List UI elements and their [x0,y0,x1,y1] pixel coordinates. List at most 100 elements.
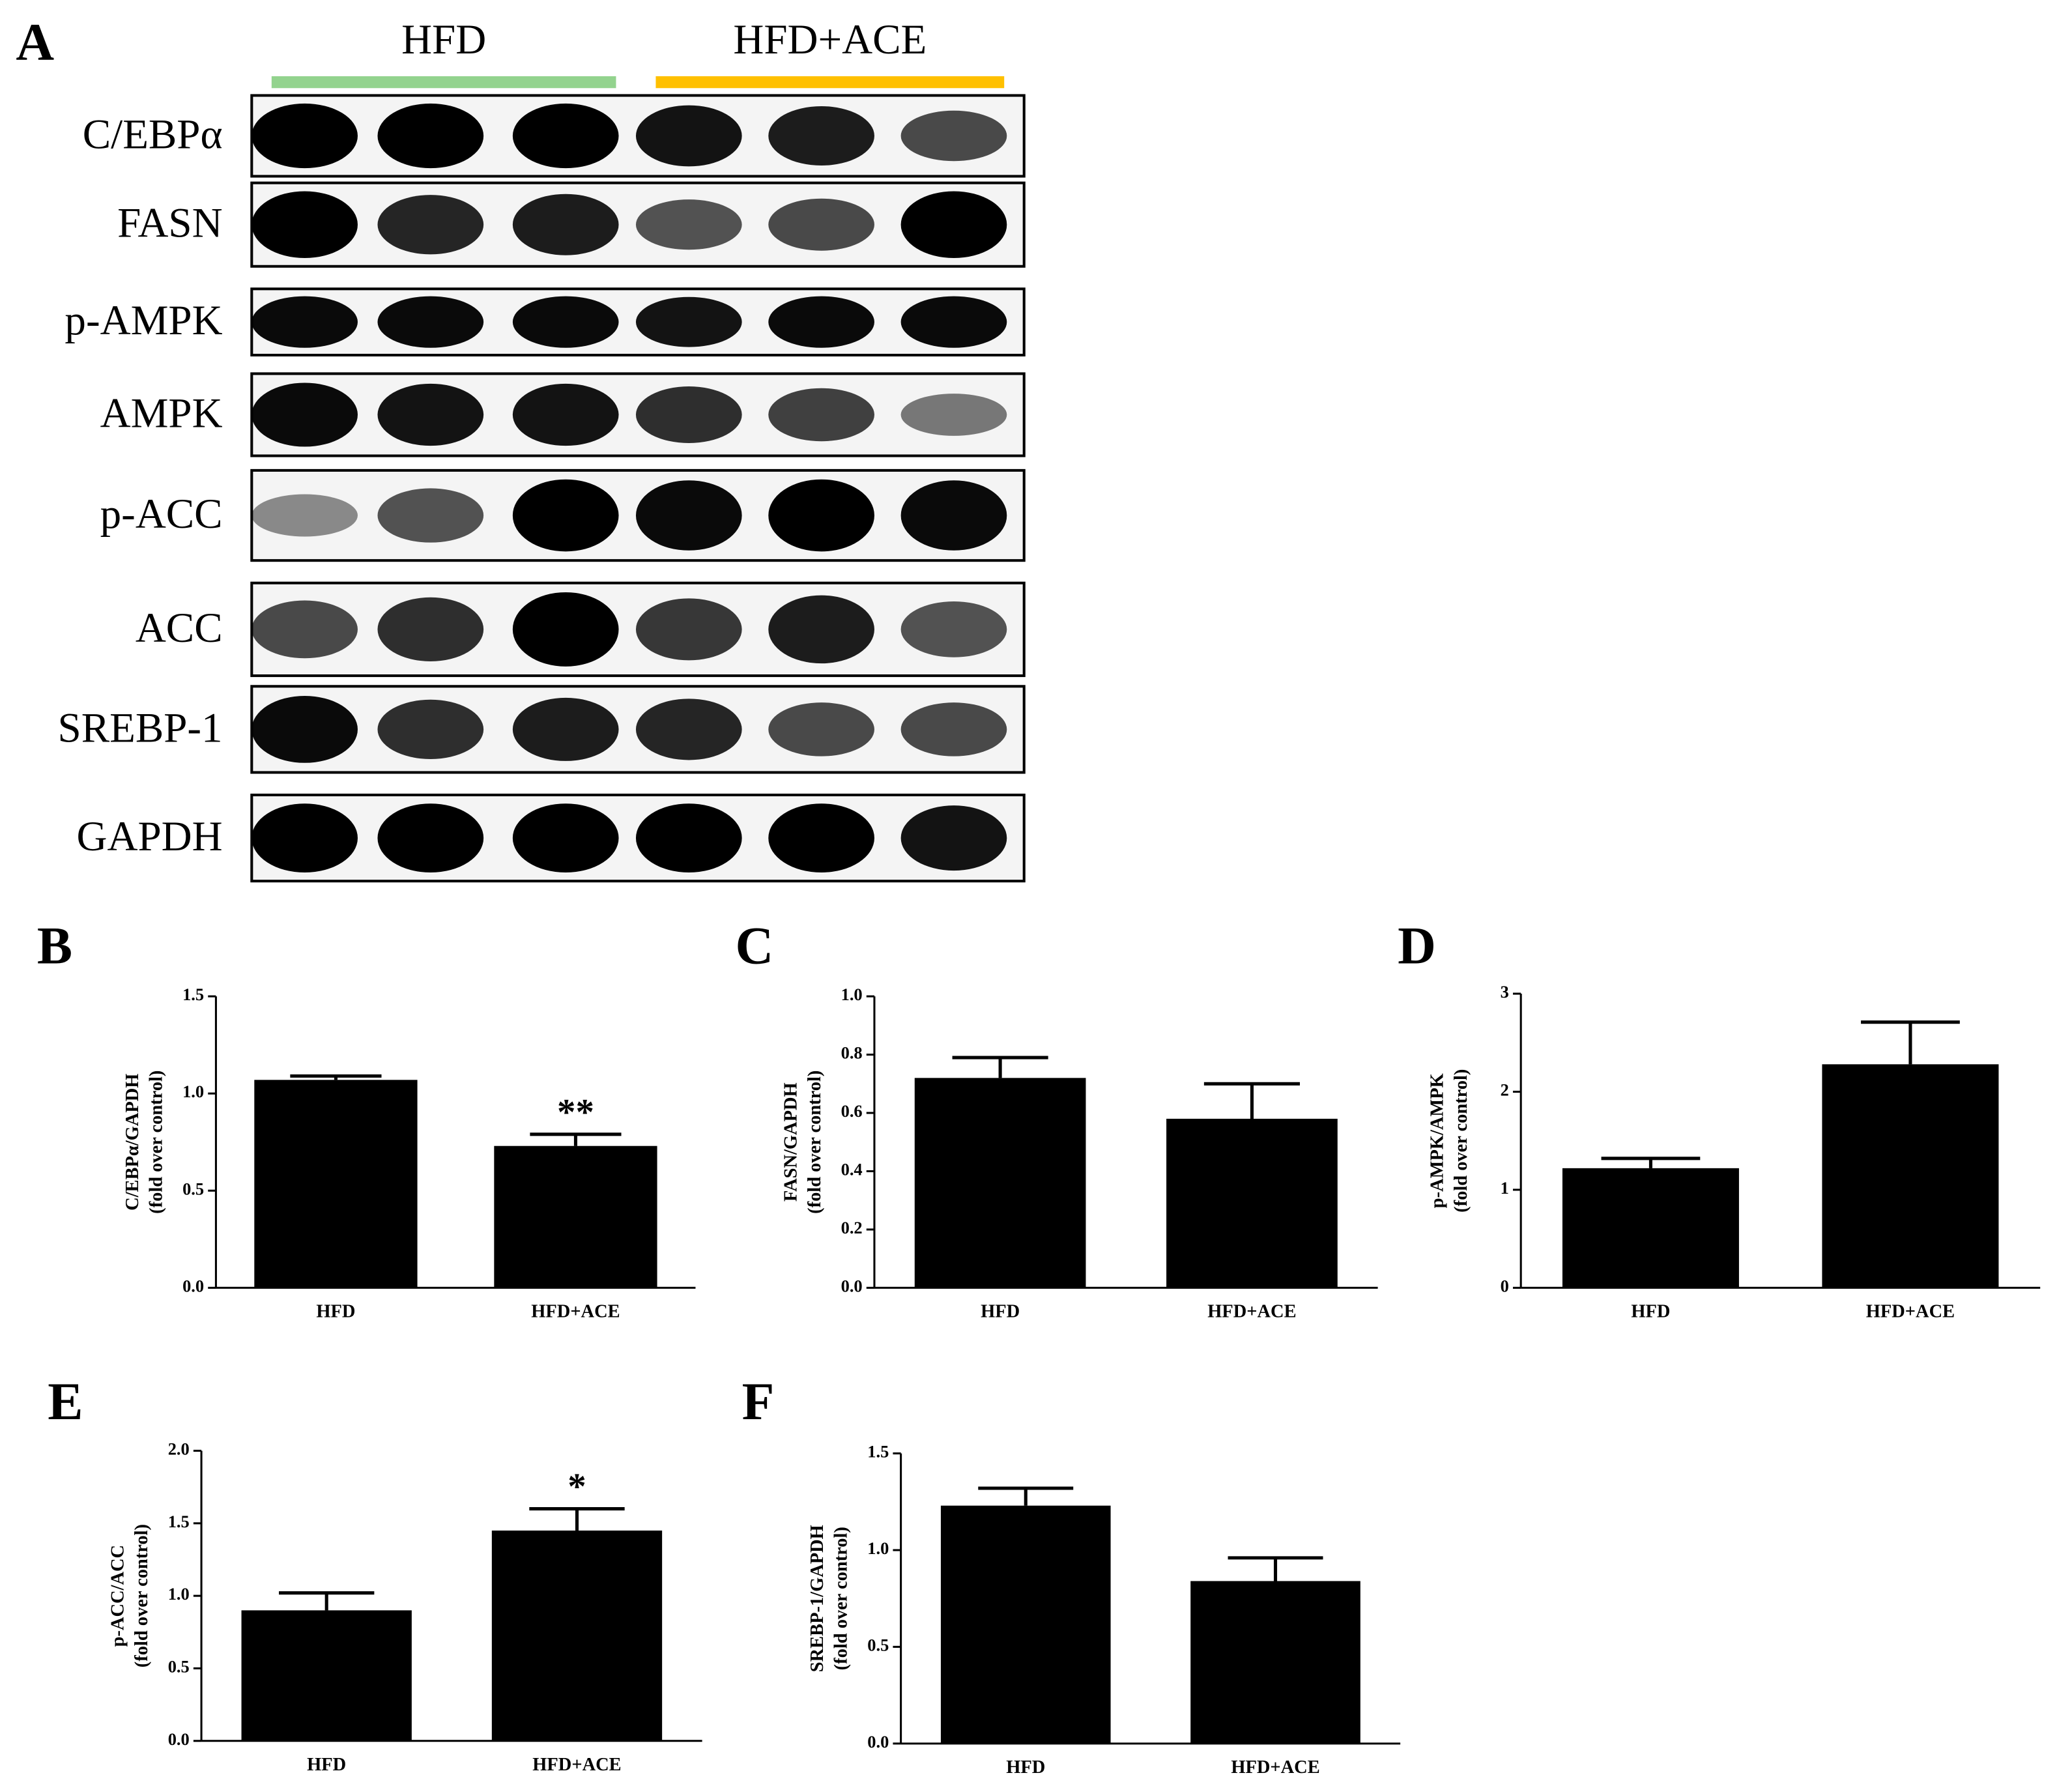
error-bar [1228,1556,1323,1581]
error-bar [1203,1082,1300,1119]
blot-band [377,383,484,446]
y-axis-label: SREBP-1/GAPDH [807,1525,827,1672]
blot-band [900,702,1007,756]
blot-band [377,296,484,348]
blot-band [635,598,742,661]
blot-band [252,494,358,537]
error-bar [530,1132,622,1146]
bar [1166,1118,1338,1288]
blot-band [252,600,358,659]
blot-band [252,803,358,872]
error-bar [978,1486,1074,1506]
y-tick-label: 1.5 [867,1442,889,1462]
error-bar [952,1056,1048,1078]
y-axis-label: p-AMPK/AMPK [1428,1073,1448,1208]
y-tick-label: 1.5 [182,985,204,1004]
y-tick-label: 0.2 [841,1218,863,1237]
x-tick-label: HFD [307,1755,346,1775]
panel-label: B [37,917,72,975]
blot-band [635,803,742,872]
blot-band [512,592,619,667]
blot-band [377,699,484,759]
y-tick-label: 2 [1501,1080,1509,1100]
y-tick-label: 0.4 [841,1160,863,1179]
blot-band [635,296,742,347]
blot-band [900,394,1007,436]
protein-label: FASN [117,200,222,247]
y-tick-label: 1 [1501,1178,1509,1198]
bar [1190,1581,1360,1744]
x-tick-label: HFD+ACE [531,1302,620,1322]
blot-band [252,695,358,763]
protein-label: C/EBPα [83,111,223,158]
blot-band [512,697,619,761]
bar [940,1505,1111,1744]
y-axis-label: (fold over control) [1451,1069,1471,1213]
protein-label: SREBP-1 [58,704,223,751]
blot-band [768,388,874,442]
blot-band [252,103,358,169]
bar [1562,1168,1739,1288]
blot-band [635,199,742,250]
blot-band [768,702,874,756]
blot-band [377,597,484,661]
bar [914,1078,1086,1288]
blot-band [252,382,358,447]
x-tick-label: HFD [316,1302,355,1322]
y-tick-label: 0.6 [841,1101,863,1121]
y-tick-label: 1.0 [867,1538,889,1558]
x-tick-label: HFD [1006,1757,1045,1778]
y-axis-label: FASN/GAPDH [781,1082,801,1202]
blot-band [768,198,874,251]
y-tick-label: 0.5 [182,1179,204,1198]
y-tick-label: 0.5 [867,1635,889,1654]
y-tick-label: 0.0 [867,1732,889,1751]
blot-band [377,195,484,255]
y-tick-label: 3 [1501,982,1509,1001]
y-tick-label: 0.8 [841,1043,863,1063]
significance: * [568,1466,586,1507]
blot-band [768,106,874,166]
blot-band [900,601,1007,657]
protein-label: ACC [136,605,223,652]
blot-band [768,296,874,348]
y-axis-label: C/EBPα/GAPDH [122,1074,143,1211]
blot-band [900,480,1007,551]
blot-band [900,191,1007,258]
x-tick-label: HFD+ACE [1866,1302,1955,1322]
blot-band [252,191,358,258]
blot-band [768,803,874,872]
blot-band [768,479,874,552]
panel-label: A [16,13,54,72]
error-bar [1861,1020,1960,1065]
panel-label: C [735,917,773,975]
bar [494,1145,657,1288]
bar [1822,1064,1999,1288]
blot-band [635,105,742,167]
y-axis-label: p-ACC/ACC [108,1545,128,1647]
significance: ** [557,1091,594,1132]
bar [241,1610,412,1741]
group-label: HFD+ACE [733,16,927,63]
blot-band [512,296,619,348]
y-axis-label: (fold over control) [146,1071,166,1214]
error-bar [529,1507,625,1531]
y-tick-label: 0.5 [168,1657,190,1677]
panel-label: F [742,1372,775,1431]
blot-band [252,296,358,348]
x-tick-label: HFD [1631,1302,1670,1322]
blot-band [900,805,1007,871]
protein-label: AMPK [100,390,223,437]
y-tick-label: 1.0 [841,985,863,1004]
error-bar [279,1591,375,1611]
y-tick-label: 0 [1501,1276,1509,1295]
bar [254,1080,418,1288]
blot-band [512,383,619,446]
blot-band [512,194,619,255]
y-axis-label: (fold over control) [831,1527,852,1670]
panel-label: E [48,1372,83,1431]
y-tick-label: 1.0 [168,1584,190,1604]
error-bar [1601,1157,1701,1168]
